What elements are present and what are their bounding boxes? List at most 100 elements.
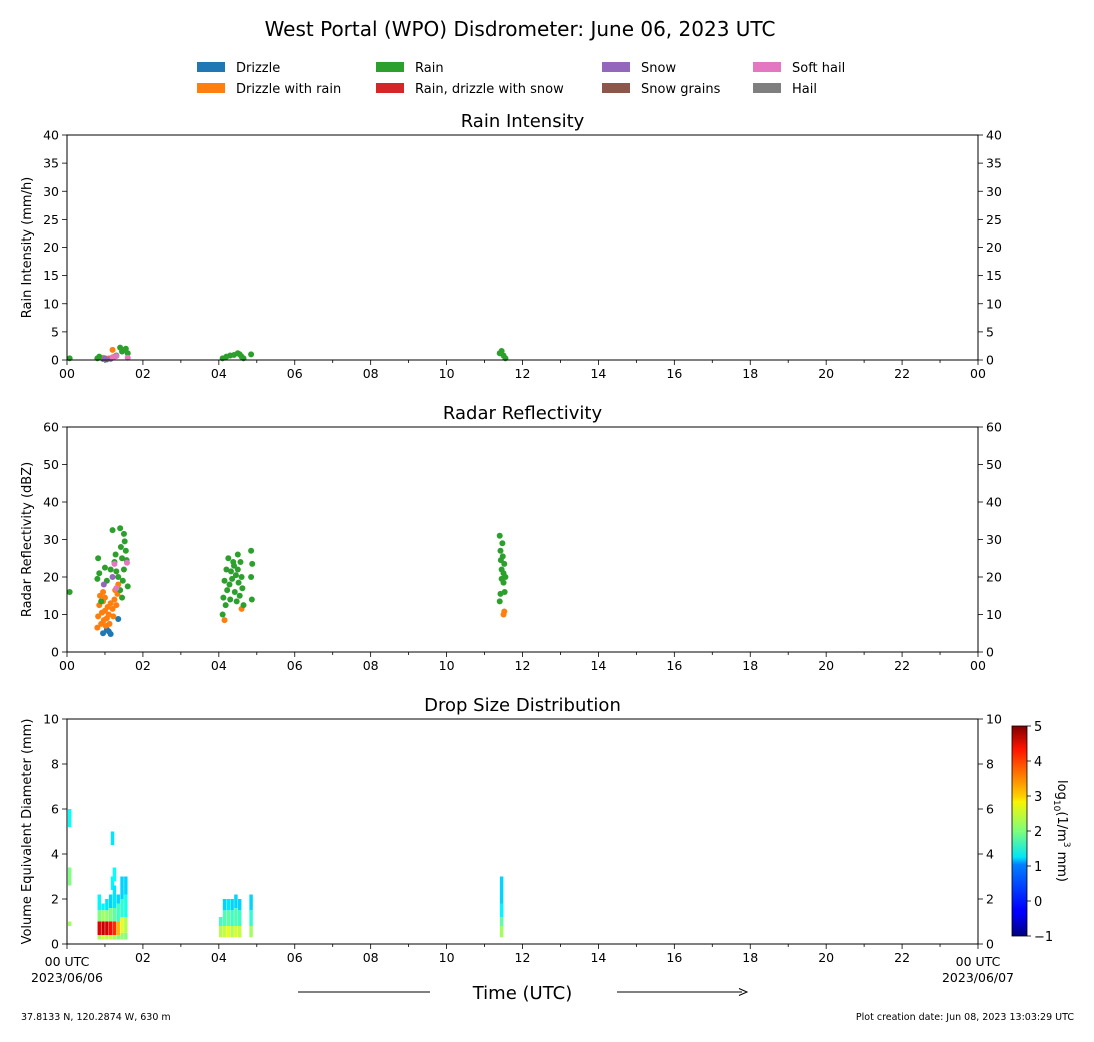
dsd-cell [105, 910, 109, 922]
dsd-cell [101, 910, 105, 922]
x-tick-label: 14 [590, 366, 606, 381]
dsd-cell [112, 935, 117, 940]
y-tick-label: 30 [43, 532, 59, 547]
drop-size-axes: 02 04 06 08 10 12 14 16 18 20 220 02 24 46 68 810 10 [43, 712, 1002, 966]
legend-swatch [197, 62, 225, 72]
rain-intensity-panel: Rain Intensity Rain Intensity (mm/h) 00 0… [20, 111, 1002, 381]
y-tick-label-right: 10 [986, 712, 1002, 727]
data-point [96, 353, 103, 360]
x-tick-label: 00 [59, 366, 75, 381]
data-point [107, 631, 114, 637]
dsd-cell [499, 926, 504, 938]
legend: Drizzle Drizzle with rain Rain Rain, drizzl… [197, 61, 845, 97]
start-time-label: 00 UTC [45, 954, 90, 969]
dsd-cell [234, 908, 238, 926]
legend-label: Soft hail [792, 61, 845, 76]
y-tick-label-right: 20 [986, 240, 1002, 255]
y-tick-label-right: 40 [986, 128, 1002, 143]
dsd-cell [230, 899, 234, 911]
y-tick-label-right: 6 [986, 802, 994, 817]
colorbar-gradient [1011, 725, 1028, 937]
y-tick-label: 10 [43, 712, 59, 727]
dsd-cell [499, 903, 504, 917]
data-point [117, 525, 124, 532]
dsd-cell [226, 910, 231, 926]
data-point [227, 568, 234, 575]
x-tick-label: 20 [818, 658, 834, 673]
dsd-cell [124, 876, 128, 895]
time-arrow-head [738, 988, 749, 996]
data-point [238, 574, 245, 580]
dsd-cell [116, 921, 120, 935]
dsd-cell [105, 921, 109, 935]
dsd-cell [97, 894, 101, 911]
dsd-cell [108, 935, 113, 940]
dsd-cell [116, 894, 120, 904]
data-point [109, 346, 116, 353]
x-tick-label: 08 [363, 950, 379, 965]
legend-label: Snow grains [641, 82, 721, 97]
x-tick-label: 02 [135, 658, 151, 673]
drop-size-ylabel: Volume Equivalent Diameter (mm) [20, 719, 35, 945]
footer-location: 37.8133 N, 120.2874 W, 630 m [21, 1012, 171, 1023]
data-point [239, 585, 246, 592]
data-point [111, 596, 118, 603]
x-tick-label: 08 [363, 366, 379, 381]
x-tick-label: 16 [666, 658, 682, 673]
y-tick-label-right: 50 [986, 457, 1002, 472]
colorbar-label: log10(1/m3 mm) [1051, 780, 1071, 882]
y-tick-label-right: 5 [986, 324, 994, 339]
data-point [101, 594, 108, 601]
data-point [235, 579, 242, 586]
dsd-cell [230, 910, 234, 926]
data-point [124, 350, 131, 357]
x-tick-label: 00 [970, 658, 986, 673]
data-point [237, 559, 244, 565]
legend-label: Hail [792, 82, 817, 97]
dsd-cell [499, 885, 504, 904]
data-point [248, 596, 255, 603]
dsd-cell [112, 867, 117, 881]
y-tick-label-right: 0 [986, 353, 994, 368]
data-point [500, 579, 507, 586]
y-tick-label: 20 [43, 570, 59, 585]
y-tick-label: 25 [43, 212, 59, 227]
dsd-cell [112, 885, 117, 908]
y-tick-label: 2 [51, 892, 59, 907]
data-point [248, 574, 255, 580]
x-axis-label: Time (UTC) [472, 983, 573, 1004]
drop-size-marks [67, 809, 504, 940]
radar-reflectivity-frame [66, 426, 979, 653]
start-date-label: 2023/06/06 [31, 970, 103, 985]
legend-label: Rain, drizzle with snow [415, 82, 564, 97]
dsd-cell [234, 926, 238, 938]
data-point [109, 605, 116, 612]
dsd-cell [67, 867, 72, 886]
x-tick-label: 16 [666, 950, 682, 965]
data-point [499, 553, 506, 560]
y-tick-label-right: 0 [986, 645, 994, 660]
data-point [66, 589, 73, 595]
data-point [496, 598, 503, 605]
dsd-cell [124, 932, 128, 940]
data-point [115, 616, 122, 622]
dsd-cell [249, 926, 253, 938]
colorbar-tick-label: 1 [1034, 860, 1042, 875]
data-point [226, 581, 233, 588]
data-point [124, 354, 131, 361]
data-point [100, 630, 107, 637]
data-point [234, 551, 241, 558]
data-point [502, 574, 509, 580]
dsd-cell [116, 903, 120, 922]
y-tick-label-right: 10 [986, 607, 1002, 622]
data-point [120, 566, 127, 573]
x-tick-label: 04 [211, 950, 227, 965]
y-tick-label: 8 [51, 757, 59, 772]
x-tick-label: 18 [742, 658, 758, 673]
data-point [496, 532, 503, 539]
data-point [109, 527, 116, 534]
x-tick-label: 06 [287, 658, 303, 673]
y-tick-label-right: 10 [986, 296, 1002, 311]
y-tick-label-right: 0 [986, 937, 994, 952]
y-tick-label-right: 20 [986, 570, 1002, 585]
